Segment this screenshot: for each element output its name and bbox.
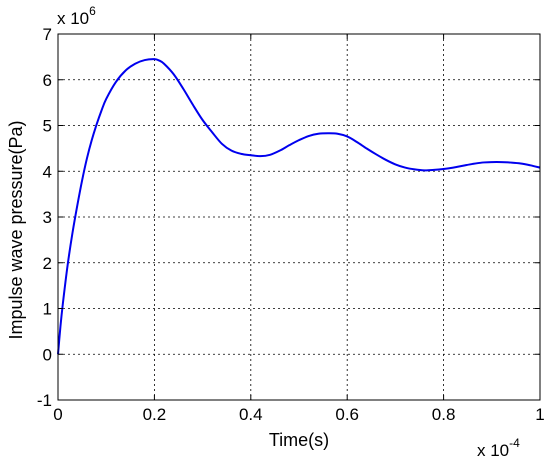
x-tick-label: 0.6 <box>335 405 359 424</box>
y-tick-label: 4 <box>43 162 52 181</box>
x-multiplier-exponent: -4 <box>509 436 520 450</box>
series-line <box>57 58 541 355</box>
grid-lines <box>58 34 540 400</box>
x-tick-labels: 0 0.2 0.4 0.6 0.8 1 <box>53 405 544 424</box>
tick-marks <box>57 33 541 401</box>
y-axis-label: Impulse wave pressure(Pa) <box>6 120 26 339</box>
y-tick-label: 1 <box>43 300 52 319</box>
y-multiplier: x 106 <box>57 4 96 28</box>
y-tick-label: 3 <box>43 208 52 227</box>
x-tick-label: 0.2 <box>143 405 167 424</box>
y-tick-label: 5 <box>43 117 52 136</box>
y-tick-label: 0 <box>43 345 52 364</box>
y-tick-label: -1 <box>37 391 52 410</box>
y-tick-labels: -1 0 1 2 3 4 5 6 7 <box>37 25 52 410</box>
x-tick-label: 0.8 <box>432 405 456 424</box>
y-tick-label: 2 <box>43 254 52 273</box>
x-multiplier-base: x 10 <box>477 441 509 460</box>
y-multiplier-base: x 10 <box>57 9 89 28</box>
y-tick-label: 6 <box>43 71 52 90</box>
x-tick-label: 1 <box>535 405 544 424</box>
x-multiplier: x 10-4 <box>477 436 520 460</box>
x-tick-label: 0 <box>53 405 62 424</box>
series-layer <box>57 58 541 355</box>
x-axis-label: Time(s) <box>269 430 329 450</box>
y-multiplier-exponent: 6 <box>89 4 96 18</box>
x-tick-label: 0.4 <box>239 405 263 424</box>
y-tick-label: 7 <box>43 25 52 44</box>
